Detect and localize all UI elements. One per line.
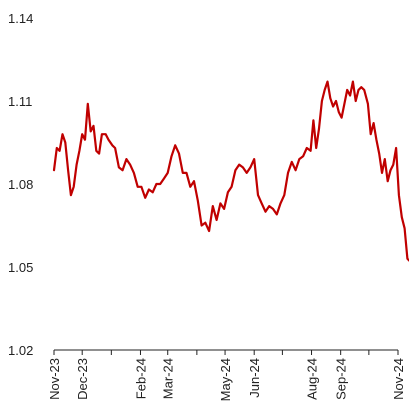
y-tick-label: 1.05: [8, 260, 33, 275]
y-axis: 1.02 1.05 1.08 1.11 1.14: [8, 11, 33, 358]
x-tick-label: Dec-23: [75, 358, 90, 400]
x-tick-label: Aug-24: [305, 358, 320, 400]
x-tick-label: Jun-24: [247, 358, 262, 398]
y-tick-label: 1.14: [8, 11, 33, 26]
x-tick-label: Mar-24: [161, 358, 176, 399]
x-tick-label: Nov-24: [391, 358, 406, 400]
series-line: [52, 80, 409, 262]
x-axis: Nov-23 Dec-23 Feb-24 Mar-24 May-24 Jun-24 Aug-…: [47, 349, 406, 401]
y-tick-label: 1.02: [8, 343, 33, 358]
x-tick-label: Feb-24: [133, 358, 148, 399]
y-tick-label: 1.08: [8, 177, 33, 192]
x-tick-label: Sep-24: [334, 358, 349, 400]
x-tick-label: May-24: [218, 358, 233, 401]
x-tick-label: Nov-23: [47, 358, 62, 400]
series-group: [52, 80, 409, 262]
y-tick-label: 1.11: [8, 94, 32, 109]
